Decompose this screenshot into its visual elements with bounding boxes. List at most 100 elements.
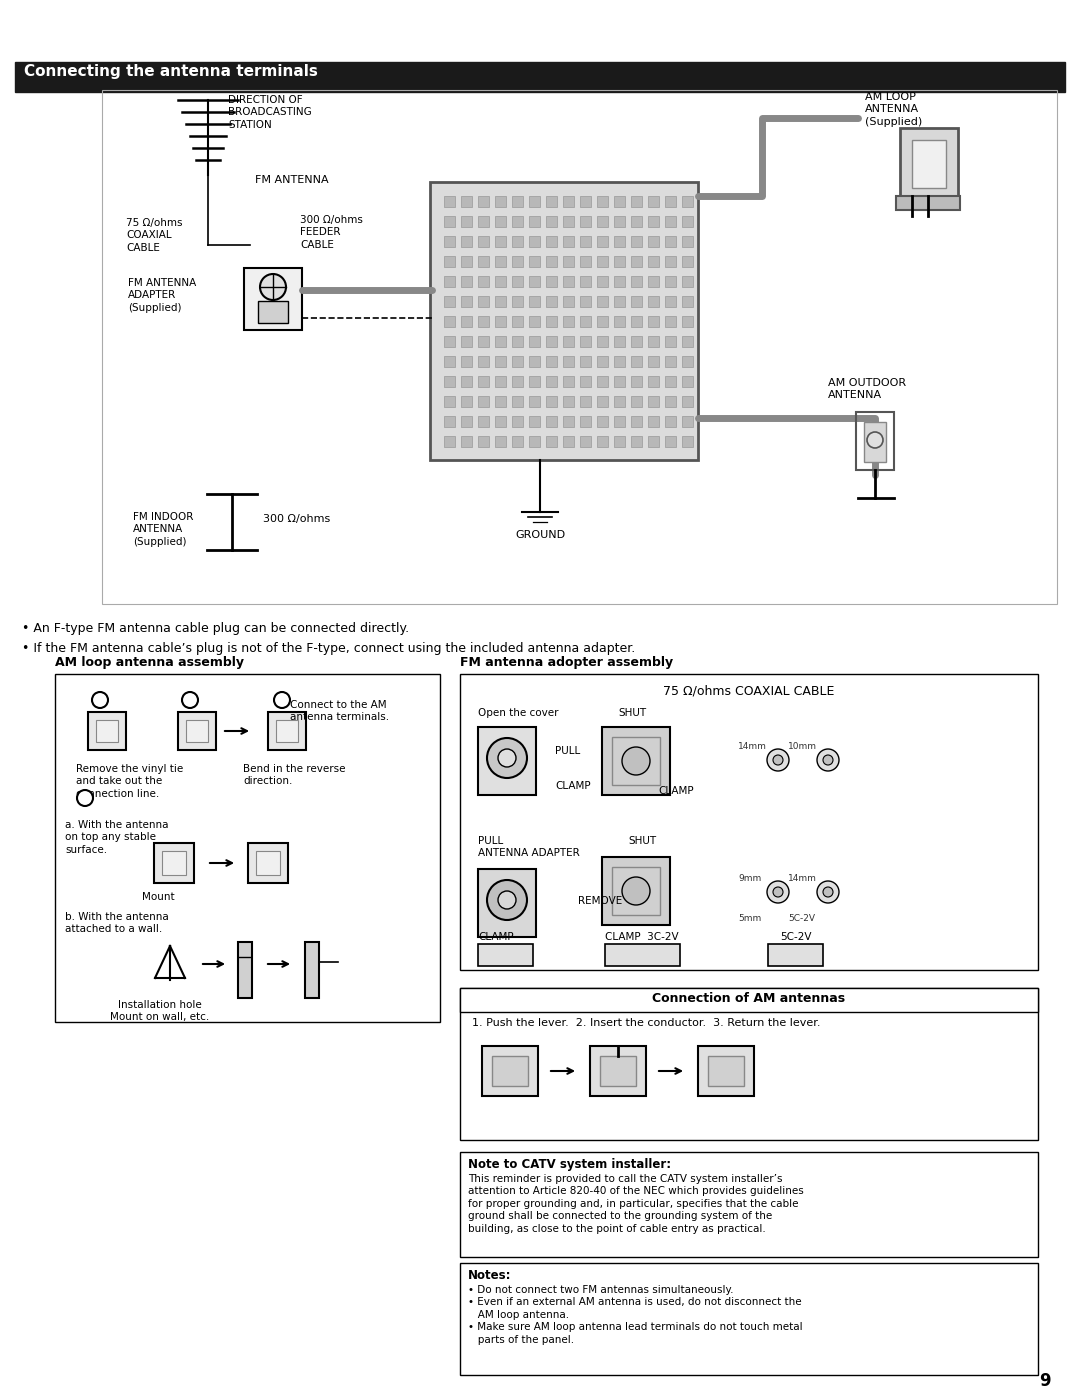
Bar [597,376,608,388]
Bar [444,355,455,367]
Bar [512,416,523,427]
Bar [648,355,659,367]
Text: CLAMP: CLAMP [478,932,514,942]
Bar [648,336,659,347]
Bar [546,336,557,347]
Text: Connecting the antenna terminals: Connecting the antenna terminals [24,64,318,78]
Bar [268,712,306,750]
Bar [631,376,642,388]
Text: CLAMP: CLAMP [658,786,693,796]
Bar [597,436,608,448]
Bar [529,416,540,427]
Bar [615,336,625,347]
Bar [665,215,676,227]
Bar [512,336,523,347]
Bar [478,396,489,407]
Bar [460,1151,1038,1256]
Bar [681,256,693,267]
Bar [256,851,280,874]
Bar [495,316,507,327]
Bar [15,62,1065,92]
Bar [460,674,1038,970]
Bar [563,297,573,306]
Bar [681,336,693,347]
Bar [580,256,591,267]
Circle shape [823,755,833,765]
Bar [444,316,455,327]
Bar [648,196,659,207]
Bar [648,416,659,427]
Bar [698,1046,754,1095]
Text: 1: 1 [97,695,103,705]
Circle shape [183,693,198,708]
Bar [563,236,573,248]
Bar [597,316,608,327]
Bar [460,988,1038,1140]
Bar [529,316,540,327]
Text: a. With the antenna
on top any stable
surface.: a. With the antenna on top any stable su… [65,820,168,855]
Bar [512,276,523,287]
Bar [648,236,659,248]
Bar [681,376,693,388]
Circle shape [487,880,527,921]
Bar [665,316,676,327]
Bar [495,236,507,248]
Text: 9: 9 [1039,1372,1051,1391]
Bar [529,196,540,207]
Bar [665,416,676,427]
Circle shape [816,881,839,902]
Bar [615,396,625,407]
Bar [529,396,540,407]
Bar [896,196,960,210]
Bar [478,336,489,347]
Bar [665,256,676,267]
Bar [478,236,489,248]
Bar [461,396,472,407]
Bar [563,355,573,367]
Bar [602,727,670,795]
Circle shape [767,881,789,902]
Text: FM INDOOR
ANTENNA
(Supplied): FM INDOOR ANTENNA (Supplied) [133,512,193,547]
Bar [460,1263,1038,1375]
Bar [631,236,642,248]
Bar [563,316,573,327]
Bar [665,436,676,448]
Bar [631,215,642,227]
Bar [178,712,216,750]
Text: This reminder is provided to call the CATV system installer’s
attention to Artic: This reminder is provided to call the CA… [468,1174,804,1234]
Bar [681,396,693,407]
Bar [546,416,557,427]
Bar [546,196,557,207]
Bar [615,376,625,388]
Bar [478,376,489,388]
Bar [665,376,676,388]
Bar [912,140,946,187]
Bar [665,336,676,347]
Bar [580,355,591,367]
Text: FM antenna adopter assembly: FM antenna adopter assembly [460,656,673,669]
Bar [580,297,591,306]
Bar [597,196,608,207]
Bar [681,436,693,448]
Text: 3: 3 [279,695,285,705]
Text: Note to CATV system installer:: Note to CATV system installer: [468,1158,671,1171]
Bar [602,858,670,925]
Text: 14mm: 14mm [738,741,767,751]
Bar [580,236,591,248]
Bar [529,236,540,248]
Bar [444,396,455,407]
Text: 300 Ω/ohms
FEEDER
CABLE: 300 Ω/ohms FEEDER CABLE [300,215,363,250]
Bar [648,215,659,227]
Bar [648,436,659,448]
Bar [461,376,472,388]
Bar [461,355,472,367]
Text: 1. Push the lever.  2. Insert the conductor.  3. Return the lever.: 1. Push the lever. 2. Insert the conduct… [472,1018,821,1028]
Bar [444,256,455,267]
Bar [258,301,288,323]
Bar [478,416,489,427]
Bar [631,396,642,407]
Circle shape [816,748,839,771]
Bar [648,376,659,388]
Bar [461,256,472,267]
Bar [563,276,573,287]
